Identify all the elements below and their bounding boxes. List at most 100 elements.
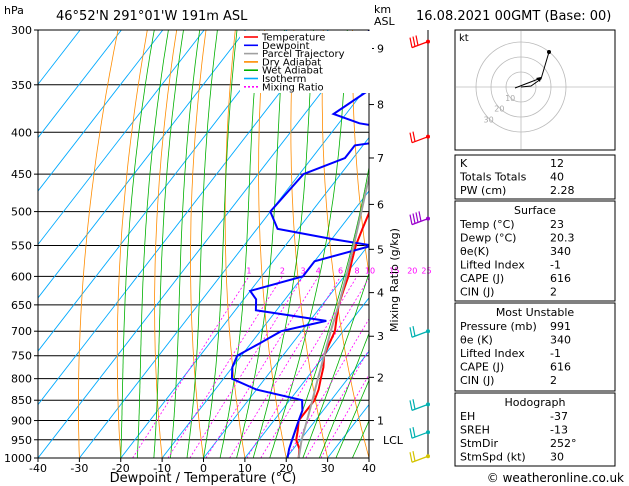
wind-barb-dot [426, 216, 430, 221]
mixing-ratio-axis-title: Mixing Ratio (g/kg) [388, 228, 401, 332]
wet-adiabat-line [136, 30, 169, 458]
most-unstable-block [454, 302, 616, 392]
hodograph-end-point [547, 50, 551, 54]
km-tick-label: 9 [377, 42, 384, 55]
mixing-ratio-label: 3 [301, 266, 306, 275]
indices-table: K 12 Totals Totals 40 PW (cm) 2.28 SurfaceTemp… [454, 154, 616, 467]
wind-barb-feather [418, 211, 422, 222]
km-tick-label: 1 [377, 415, 384, 428]
dry-adiabat-line [78, 30, 119, 458]
wind-barb-feather [409, 327, 413, 338]
legend-background [240, 31, 372, 93]
index-label: CAPE (J) [460, 272, 504, 285]
wind-barb-staff [411, 455, 429, 463]
mixing-ratio-label: 6 [338, 266, 343, 275]
mixing-ratio-label: 1 [246, 266, 251, 275]
storm-motion-line [514, 77, 542, 89]
mixing-ratio-label: 25 [421, 266, 431, 275]
index-value: 12 [550, 157, 564, 170]
series-line-dewpoint [230, 30, 369, 458]
dry-adiabat-line [154, 30, 178, 458]
mixing-ratio-label: 20 [407, 266, 417, 275]
mixing-ratio-line [286, 318, 369, 458]
wind-barb-feather [412, 399, 416, 410]
index-value: 2 [550, 374, 557, 387]
km-tick-label: 7 [377, 152, 384, 165]
index-value: 40 [550, 171, 564, 184]
isotherm-line [38, 30, 122, 139]
index-label: Lifted Index [460, 347, 525, 360]
pressure-tick-label: 850 [11, 394, 32, 407]
pressure-tick-label: 350 [11, 79, 32, 92]
wind-barb-dot [426, 39, 430, 44]
wet-adiabat-line [186, 30, 218, 458]
wind-barb-feather [412, 36, 416, 47]
series-line-temperature [295, 207, 369, 458]
isotherm-lines [38, 30, 369, 458]
wet-adiabat-line [170, 30, 201, 458]
index-value: 616 [550, 272, 571, 285]
index-label: CAPE (J) [460, 361, 504, 374]
mixing-ratio-line [132, 276, 250, 458]
surface-block [454, 200, 616, 302]
wet-adiabat-line [269, 30, 348, 458]
wet-adiabat-line [120, 30, 155, 458]
dry-adiabat-line [116, 30, 148, 458]
km-tick-label: 2 [377, 371, 384, 384]
pressure-tick-label: 900 [11, 415, 32, 428]
index-value: 252° [550, 437, 577, 450]
index-value: -1 [550, 259, 561, 272]
isotherm-line [79, 83, 369, 458]
wind-barb-staff [411, 218, 429, 226]
x-tick-label: 10 [238, 462, 252, 475]
index-label: Lifted Index [460, 259, 525, 272]
wind-barb-feather [409, 37, 413, 48]
pressure-tick-label: 950 [11, 434, 32, 447]
profile-series [230, 30, 369, 458]
index-value: 23 [550, 218, 564, 231]
legend-label: Parcel Trajectory [262, 49, 345, 60]
index-value: -1 [550, 347, 561, 360]
index-value: 991 [550, 320, 571, 333]
index-value: 30 [550, 451, 564, 464]
isotherm-line [38, 30, 369, 458]
index-value: -13 [550, 424, 568, 437]
km-unit-label: km [374, 3, 391, 16]
wet-adiabat-line [252, 30, 314, 458]
wind-barb-staff [411, 330, 429, 338]
index-value: 20.3 [550, 232, 575, 245]
isotherm-line [38, 30, 164, 192]
mixing-ratio-labels: 1 2 3 4 6 8 10 15 20 25 [246, 266, 431, 275]
isotherm-line [38, 30, 288, 352]
index-label: CIN (J) [460, 286, 494, 299]
index-label: θe(K) [460, 245, 489, 258]
dry-adiabat-line [352, 30, 369, 277]
x-tick-label: -30 [70, 462, 88, 475]
x-tick-label: 0 [200, 462, 207, 475]
legend-label: Dewpoint [262, 41, 310, 52]
wind-barb-staff [411, 431, 429, 439]
mixing-ratio-label: 2 [280, 266, 285, 275]
wind-barb-staff [411, 403, 429, 411]
wind-barb-staff [411, 41, 429, 49]
x-tick-label: -40 [29, 462, 47, 475]
wind-barb-staff [411, 136, 429, 144]
mixing-ratio-line [246, 276, 358, 458]
wind-barb-dot [426, 430, 430, 435]
pressure-tick-label: 650 [11, 299, 32, 312]
index-label: Dewp (°C) [460, 232, 516, 245]
index-value: 2 [550, 286, 557, 299]
lcl-label: LCL [383, 434, 404, 447]
location-header: 46°52'N 291°01'W 191m ASL [56, 9, 248, 24]
wind-barb-feather [412, 426, 416, 438]
pressure-tick-label: 450 [11, 168, 32, 181]
index-value: -37 [550, 410, 568, 423]
dry-adiabat-line [321, 30, 369, 458]
mixing-ratio-label: 10 [365, 266, 375, 275]
km-tick-label: 4 [377, 287, 384, 300]
x-axis-title: Dewpoint / Temperature (°C) [110, 471, 297, 486]
pressure-tick-label: 400 [11, 126, 32, 139]
wind-barb-feather [415, 35, 419, 46]
mixing-ratio-line [260, 277, 369, 458]
